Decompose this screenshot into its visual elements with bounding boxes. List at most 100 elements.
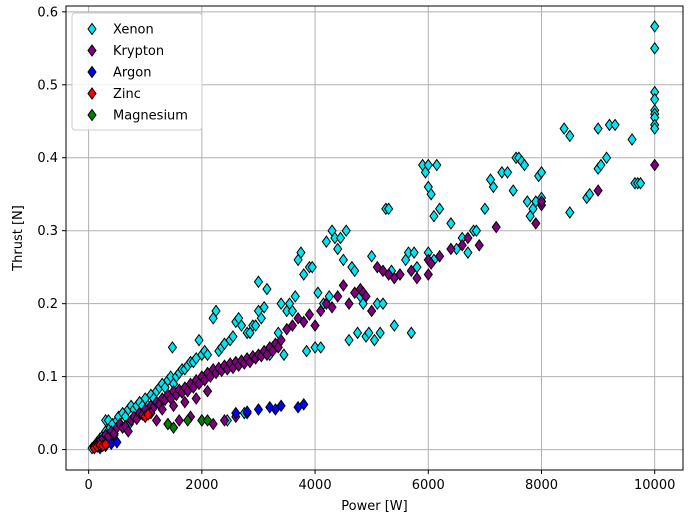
- point-xenon: [480, 202, 490, 216]
- point-xenon: [434, 202, 445, 216]
- point-krypton: [123, 424, 133, 438]
- point-krypton: [316, 304, 326, 318]
- x-tick-label: 0: [85, 478, 93, 493]
- plot-frame: [65, 5, 684, 471]
- point-xenon: [321, 235, 332, 248]
- legend-marker-xenon: [87, 22, 97, 36]
- point-xenon: [301, 344, 312, 358]
- point-krypton: [593, 184, 603, 197]
- point-krypton: [344, 297, 354, 311]
- point-xenon: [338, 253, 348, 267]
- point-krypton: [293, 311, 303, 325]
- point-xenon: [287, 304, 298, 318]
- point-xenon: [536, 165, 547, 179]
- point-xenon: [565, 129, 575, 143]
- point-krypton: [333, 290, 343, 303]
- point-krypton: [531, 217, 541, 230]
- x-tick-label: 4000: [299, 478, 332, 493]
- y-tick-label: 0.3: [37, 224, 58, 239]
- point-xenon: [352, 326, 363, 340]
- point-xenon: [369, 333, 380, 347]
- point-argon: [242, 405, 252, 418]
- point-krypton: [650, 158, 660, 172]
- y-tick-label: 0.0: [37, 443, 58, 458]
- y-axis-label: Thrust [N]: [11, 205, 26, 272]
- point-xenon: [307, 260, 317, 274]
- point-zinc: [143, 408, 153, 421]
- point-krypton: [327, 300, 337, 314]
- point-xenon: [502, 165, 513, 179]
- point-argon: [299, 397, 309, 411]
- y-tick-label: 0.4: [37, 151, 58, 166]
- point-xenon: [364, 326, 374, 340]
- point-argon: [270, 403, 281, 416]
- point-xenon: [313, 286, 323, 300]
- point-xenon: [409, 246, 419, 259]
- point-xenon: [279, 348, 289, 362]
- point-krypton: [463, 231, 473, 245]
- point-magnesium: [163, 417, 173, 431]
- legend-label-zinc: Zinc: [113, 87, 141, 102]
- legend-entry-xenon: Xenon: [87, 22, 154, 38]
- point-argon: [112, 435, 122, 449]
- series-magnesium: [163, 414, 213, 435]
- x-tick-label: 6000: [412, 478, 445, 493]
- point-krypton: [536, 195, 547, 208]
- point-xenon: [406, 326, 416, 340]
- point-xenon: [593, 122, 603, 135]
- point-xenon: [262, 282, 272, 296]
- point-argon: [265, 400, 275, 414]
- point-xenon: [367, 249, 377, 263]
- point-xenon: [610, 118, 620, 132]
- legend-entry-magnesium: Magnesium: [87, 108, 188, 124]
- point-xenon: [333, 242, 343, 256]
- point-xenon: [253, 275, 264, 289]
- point-krypton: [474, 238, 484, 252]
- point-xenon: [559, 122, 569, 135]
- data-markers: [87, 20, 660, 455]
- point-krypton: [299, 315, 309, 329]
- point-krypton: [367, 304, 377, 318]
- point-xenon: [296, 246, 306, 259]
- point-krypton: [310, 319, 320, 332]
- axis-ticks: 0 2000 4000 6000 8000 10000 0.0 0.1 0.2 0.3 0.4 0.5…: [37, 5, 675, 493]
- point-xenon: [423, 158, 433, 172]
- point-xenon: [432, 158, 442, 172]
- x-tick-label: 10000: [634, 478, 675, 493]
- point-xenon: [601, 151, 612, 165]
- legend-marker-zinc: [87, 87, 97, 100]
- y-tick-label: 0.6: [37, 5, 58, 20]
- point-argon: [231, 406, 241, 420]
- point-xenon: [650, 41, 660, 55]
- point-xenon: [635, 176, 646, 190]
- point-krypton: [491, 220, 501, 234]
- point-xenon: [350, 264, 360, 278]
- point-krypton: [191, 392, 201, 405]
- legend-entry-zinc: Zinc: [87, 87, 141, 102]
- legend-marker-argon: [87, 65, 97, 79]
- point-magnesium: [168, 421, 179, 435]
- point-xenon: [375, 326, 385, 340]
- point-xenon: [446, 217, 456, 230]
- series-zinc: [89, 408, 153, 455]
- point-xenon: [236, 319, 247, 332]
- point-argon: [276, 399, 286, 413]
- point-zinc: [101, 438, 111, 451]
- point-magnesium: [202, 414, 213, 427]
- point-xenon: [378, 297, 388, 311]
- point-xenon: [650, 122, 660, 135]
- point-krypton: [168, 399, 179, 413]
- legend-label-krypton: Krypton: [113, 44, 164, 59]
- legend-marker-magnesium: [87, 108, 97, 122]
- point-krypton: [361, 290, 371, 303]
- point-xenon: [276, 297, 286, 311]
- point-xenon: [384, 202, 394, 216]
- point-xenon: [426, 187, 436, 201]
- point-xenon: [167, 341, 178, 354]
- point-krypton: [276, 333, 286, 347]
- point-xenon: [627, 133, 637, 146]
- point-krypton: [426, 257, 436, 270]
- x-tick-label: 8000: [525, 478, 558, 493]
- legend-label-magnesium: Magnesium: [113, 109, 188, 124]
- y-tick-label: 0.5: [37, 78, 58, 93]
